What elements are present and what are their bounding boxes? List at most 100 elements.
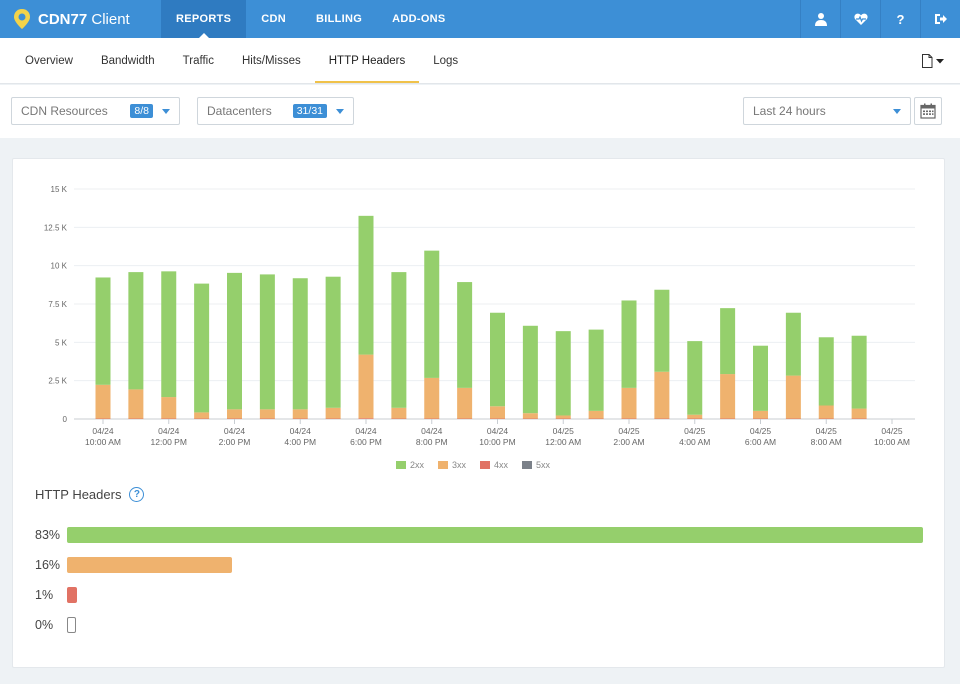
bar-2xx xyxy=(325,276,341,408)
bar-2xx xyxy=(720,308,736,375)
bar-2xx xyxy=(621,300,637,388)
bar-2xx xyxy=(851,335,867,409)
percentage-label: 1% xyxy=(35,588,54,602)
tab-bandwidth[interactable]: Bandwidth xyxy=(100,54,155,67)
y-tick-label: 7.5 K xyxy=(48,300,67,309)
bar-2xx xyxy=(490,312,505,407)
bar-2xx xyxy=(292,278,308,410)
chevron-down-icon xyxy=(162,108,170,114)
user-icon[interactable] xyxy=(800,0,840,38)
bar-2xx xyxy=(654,289,670,372)
nav-add-ons[interactable]: ADD-ONS xyxy=(392,13,446,25)
legend-swatch xyxy=(522,461,533,469)
location-pin-icon xyxy=(14,9,30,29)
percentage-label: 16% xyxy=(35,558,61,572)
export-button[interactable] xyxy=(908,38,960,83)
bar-2xx xyxy=(424,250,440,378)
tab-traffic[interactable]: Traffic xyxy=(182,54,214,67)
cdn-resources-select[interactable]: CDN Resources 8/8 xyxy=(11,97,180,125)
legend-item-3xx[interactable]: 3xx xyxy=(438,460,466,470)
chevron-down-icon xyxy=(336,108,344,114)
percentage-label: 0% xyxy=(35,618,54,632)
bar-3xx xyxy=(654,371,670,419)
cdn-resources-label: CDN Resources xyxy=(21,104,108,118)
bar-3xx xyxy=(457,387,473,419)
x-tick-label-time: 12:00 PM xyxy=(151,437,187,447)
bar-2xx xyxy=(785,312,801,376)
help-icon[interactable]: ? xyxy=(880,0,920,38)
bar-3xx xyxy=(128,389,144,419)
bar-3xx xyxy=(785,375,801,419)
percentage-row-4xx: 1% xyxy=(35,587,78,603)
brand-logo[interactable]: CDN77 Client xyxy=(0,0,161,38)
x-tick-label-date: 04/24 xyxy=(290,426,312,436)
legend-item-4xx[interactable]: 4xx xyxy=(480,460,508,470)
x-tick-label-time: 12:00 AM xyxy=(545,437,581,447)
bar-3xx xyxy=(292,409,308,419)
bar-4xx xyxy=(358,418,374,419)
period-select[interactable]: Last 24 hours xyxy=(743,97,911,125)
tab-logs[interactable]: Logs xyxy=(433,54,459,67)
x-tick-label-time: 10:00 AM xyxy=(874,437,910,447)
legend-label: 2xx xyxy=(410,460,425,470)
bar-2xx xyxy=(457,282,473,388)
nav-cdn[interactable]: CDN xyxy=(261,13,287,25)
x-tick-label-time: 2:00 PM xyxy=(219,437,251,447)
logout-icon[interactable] xyxy=(920,0,960,38)
y-tick-label: 0 xyxy=(63,415,68,424)
bar-2xx xyxy=(358,215,374,355)
x-tick-label-time: 4:00 AM xyxy=(679,437,710,447)
legend-item-2xx[interactable]: 2xx xyxy=(396,460,424,470)
heartbeat-icon[interactable] xyxy=(840,0,880,38)
tab-hits-misses[interactable]: Hits/Misses xyxy=(241,54,301,67)
brand-name: CDN77 Client xyxy=(38,10,130,28)
x-tick-label-time: 6:00 PM xyxy=(350,437,382,447)
bar-3xx xyxy=(818,405,834,419)
bar-3xx xyxy=(621,387,637,419)
tab-http-headers[interactable]: HTTP Headers xyxy=(314,38,420,83)
calendar-icon xyxy=(920,103,936,119)
bar-3xx xyxy=(259,409,275,419)
bar-2xx xyxy=(227,272,242,410)
section-title: HTTP Headers ? xyxy=(35,487,145,502)
bar-3xx xyxy=(753,410,768,419)
bar-2xx xyxy=(588,329,604,411)
chart-legend: 2xx 3xx 4xx 5xx xyxy=(396,460,550,470)
datacenters-badge: 31/31 xyxy=(292,104,327,118)
y-tick-label: 10 K xyxy=(51,262,68,271)
x-tick-label-time: 4:00 PM xyxy=(284,437,316,447)
legend-label: 4xx xyxy=(494,460,509,470)
bar-2xx xyxy=(687,341,703,415)
top-bar: CDN77 Client REPORTS CDN BILLING ADD-ONS… xyxy=(0,0,960,38)
x-tick-label-date: 04/24 xyxy=(421,426,443,436)
bar-3xx xyxy=(720,374,736,419)
bar-3xx xyxy=(325,407,341,419)
document-icon xyxy=(922,53,944,68)
y-tick-label: 12.5 K xyxy=(44,223,68,232)
percentage-label: 83% xyxy=(35,528,61,542)
tab-overview[interactable]: Overview xyxy=(25,54,73,67)
nav-reports[interactable]: REPORTS xyxy=(161,0,247,38)
bar-2xx xyxy=(259,274,275,410)
calendar-button[interactable] xyxy=(914,97,942,125)
cdn-resources-badge: 8/8 xyxy=(130,104,153,118)
x-tick-label-time: 10:00 AM xyxy=(85,437,121,447)
datacenters-select[interactable]: Datacenters 31/31 xyxy=(197,97,354,125)
bar-2xx xyxy=(555,331,571,416)
bar-3xx xyxy=(522,413,538,419)
legend-swatch xyxy=(480,461,491,469)
bar-3xx xyxy=(358,354,374,419)
x-tick-label-date: 04/25 xyxy=(816,426,838,436)
nav-billing[interactable]: BILLING xyxy=(316,13,363,25)
legend-item-5xx[interactable]: 5xx xyxy=(522,460,550,470)
legend-label: 5xx xyxy=(536,460,551,470)
x-tick-label-date: 04/25 xyxy=(881,426,903,436)
help-circle-icon[interactable]: ? xyxy=(129,487,145,502)
percentage-bar-2xx xyxy=(67,527,923,543)
x-tick-label-date: 04/25 xyxy=(618,426,640,436)
bar-3xx xyxy=(161,397,177,419)
percentage-bar-3xx xyxy=(67,557,232,573)
y-tick-label: 2.5 K xyxy=(48,377,67,386)
